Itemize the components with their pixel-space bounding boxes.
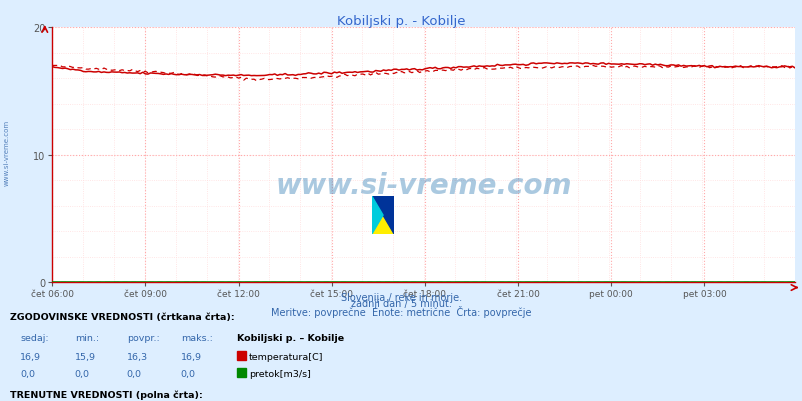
Polygon shape bbox=[371, 196, 394, 235]
Text: pretok[m3/s]: pretok[m3/s] bbox=[249, 369, 310, 378]
Text: 15,9: 15,9 bbox=[75, 352, 95, 361]
Text: Meritve: povprečne  Enote: metrične  Črta: povprečje: Meritve: povprečne Enote: metrične Črta:… bbox=[271, 306, 531, 318]
Text: 0,0: 0,0 bbox=[180, 369, 196, 378]
Text: ZGODOVINSKE VREDNOSTI (črtkana črta):: ZGODOVINSKE VREDNOSTI (črtkana črta): bbox=[10, 312, 234, 321]
Text: www.si-vreme.com: www.si-vreme.com bbox=[3, 119, 10, 185]
Text: maks.:: maks.: bbox=[180, 333, 213, 342]
Text: sedaj:: sedaj: bbox=[20, 333, 49, 342]
Text: 0,0: 0,0 bbox=[75, 369, 90, 378]
Text: 16,9: 16,9 bbox=[20, 352, 41, 361]
Text: min.:: min.: bbox=[75, 333, 99, 342]
Text: temperatura[C]: temperatura[C] bbox=[249, 352, 323, 361]
Text: zadnji dan / 5 minut.: zadnji dan / 5 minut. bbox=[350, 299, 452, 309]
Polygon shape bbox=[371, 196, 394, 235]
Text: 0,0: 0,0 bbox=[20, 369, 35, 378]
Polygon shape bbox=[371, 196, 383, 235]
Text: Kobiljski p. - Kobilje: Kobiljski p. - Kobilje bbox=[337, 15, 465, 28]
Text: 0,0: 0,0 bbox=[127, 369, 142, 378]
Text: povpr.:: povpr.: bbox=[127, 333, 160, 342]
Text: Slovenija / reke in morje.: Slovenija / reke in morje. bbox=[341, 292, 461, 302]
Text: www.si-vreme.com: www.si-vreme.com bbox=[275, 172, 571, 200]
Text: 16,9: 16,9 bbox=[180, 352, 201, 361]
Text: 16,3: 16,3 bbox=[127, 352, 148, 361]
Text: TRENUTNE VREDNOSTI (polna črta):: TRENUTNE VREDNOSTI (polna črta): bbox=[10, 389, 202, 399]
Text: Kobiljski p. – Kobilje: Kobiljski p. – Kobilje bbox=[237, 333, 343, 342]
